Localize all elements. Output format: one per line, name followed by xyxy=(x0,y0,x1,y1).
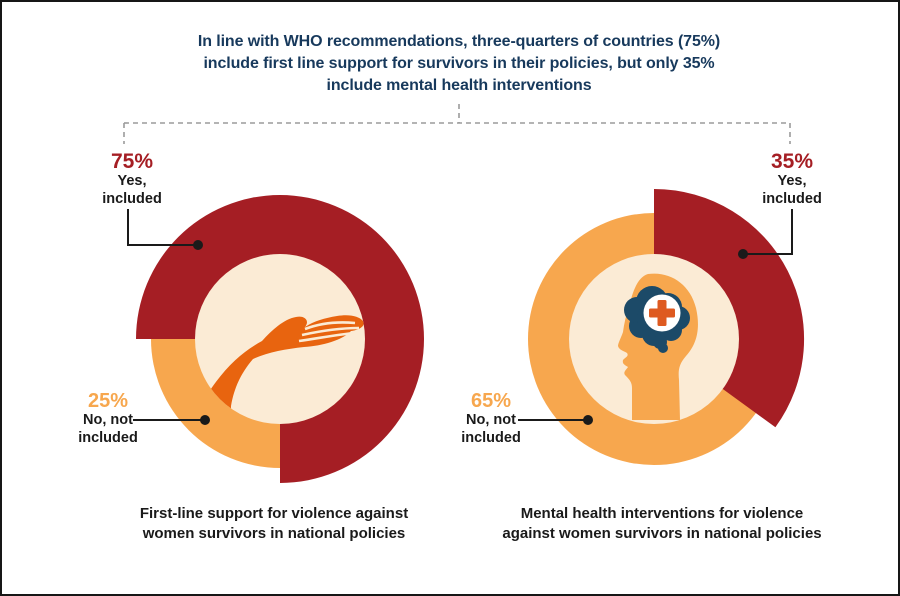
right-yes-label: 35% Yes, included xyxy=(762,151,822,208)
title-line-2: include first line support for survivors… xyxy=(203,55,715,72)
right-yes-leader-line xyxy=(743,209,793,255)
leader-lines xyxy=(127,209,793,421)
left-caption-line-2: women survivors in national policies xyxy=(142,524,406,542)
left-yes-text-1: Yes, xyxy=(117,173,147,189)
medical-cross-icon xyxy=(649,300,675,326)
left-no-leader-dot xyxy=(200,415,210,425)
left-no-text-2: included xyxy=(78,429,138,446)
right-caption-line-2: against women survivors in national poli… xyxy=(502,524,822,542)
left-yes-leader-dot xyxy=(193,240,203,250)
right-no-percent: 65% xyxy=(470,390,512,412)
left-yes-leader-line xyxy=(127,209,198,246)
left-caption-line-1: First-line support for violence against xyxy=(139,505,409,522)
finger-separation-lines xyxy=(298,321,360,343)
head-profile-icon xyxy=(618,273,698,420)
right-caption-line-1: Mental health interventions for violence xyxy=(520,505,804,522)
right-no-text-2: included xyxy=(461,429,521,446)
title-line-1: In line with WHO recommendations, three-… xyxy=(197,33,721,50)
right-no-leader-dot xyxy=(583,415,593,425)
right-yes-text-2: included xyxy=(762,190,822,207)
open-hand-shape xyxy=(198,315,364,420)
right-yes-text-1: Yes, xyxy=(777,173,807,189)
title-line-3: include mental health interventions xyxy=(326,77,592,94)
right-donut-chart xyxy=(528,188,805,465)
left-donut-chart xyxy=(136,195,424,483)
left-no-label: 25% No, not included xyxy=(78,390,138,447)
leader-dots xyxy=(193,240,748,425)
right-no-text-1: No, not xyxy=(466,412,516,428)
page-title: In line with WHO recommendations, three-… xyxy=(198,31,720,97)
open-hand-icon xyxy=(198,315,364,420)
right-chart-caption: Mental health interventions for violence… xyxy=(502,504,821,543)
dashed-bracket xyxy=(123,104,791,144)
left-chart-caption: First-line support for violence against … xyxy=(140,504,408,543)
left-yes-label: 75% Yes, included xyxy=(102,151,162,208)
left-no-percent: 25% xyxy=(87,390,129,412)
left-no-text-1: No, not xyxy=(83,412,133,428)
left-yes-text-2: included xyxy=(102,190,162,207)
right-yes-percent: 35% xyxy=(770,150,814,173)
right-no-label: 65% No, not included xyxy=(461,390,521,447)
left-yes-percent: 75% xyxy=(110,150,154,173)
right-yes-leader-dot xyxy=(738,249,748,259)
